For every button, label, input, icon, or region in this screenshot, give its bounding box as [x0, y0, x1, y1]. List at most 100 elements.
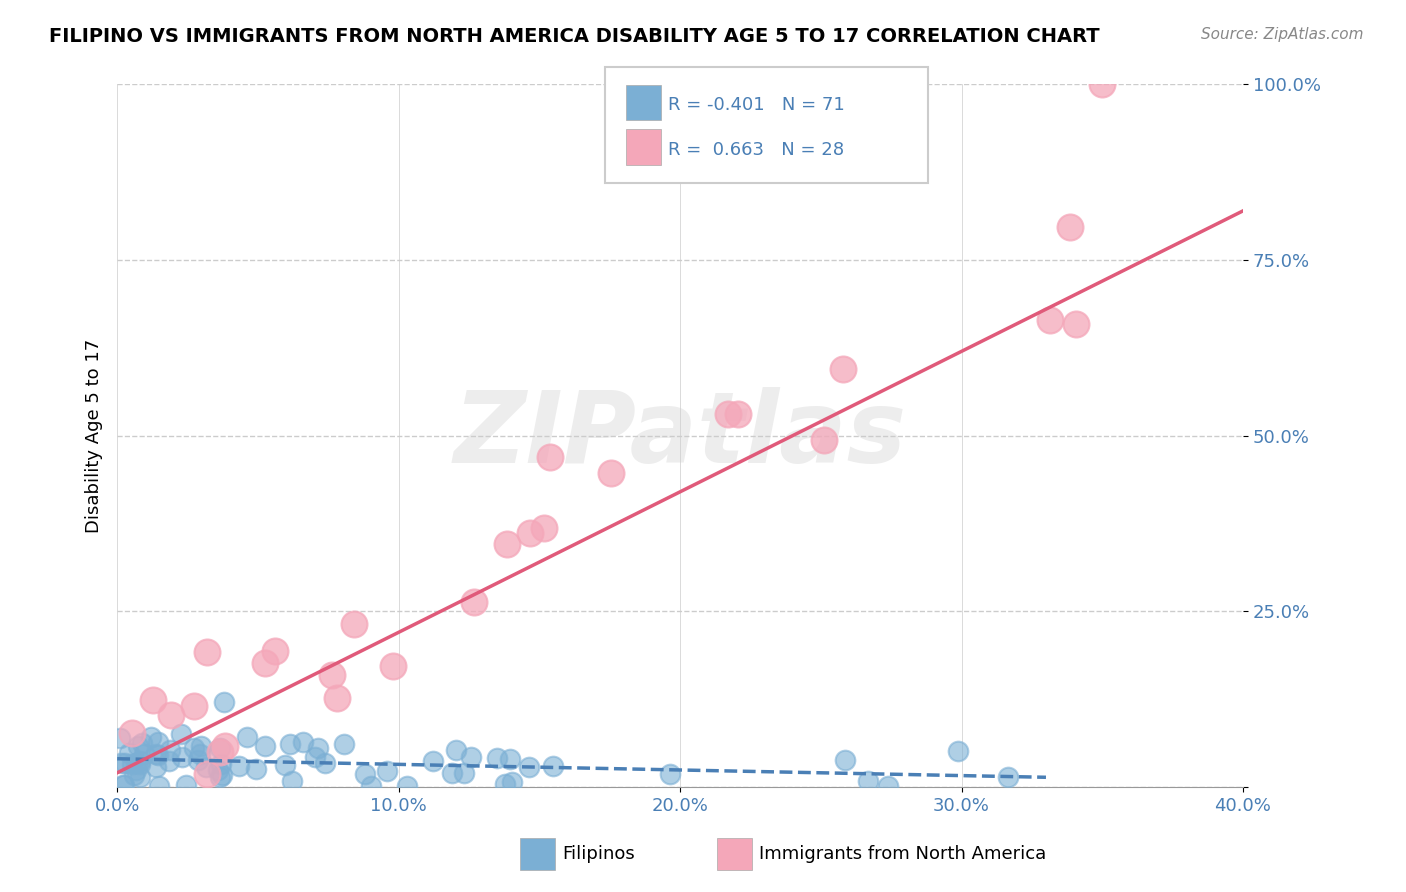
Text: R = -0.401   N = 71: R = -0.401 N = 71 [668, 96, 845, 114]
Point [253, 657, 276, 671]
Point [170, 727, 193, 741]
Point [948, 744, 970, 758]
Point [307, 741, 329, 756]
Point [188, 747, 211, 762]
Point [332, 737, 354, 751]
Point [463, 595, 485, 609]
Point [209, 756, 232, 771]
Point [292, 735, 315, 749]
Point [717, 407, 740, 421]
Point [856, 774, 879, 789]
Text: Filipinos: Filipinos [562, 845, 636, 863]
Point [131, 736, 153, 750]
Point [129, 757, 152, 772]
Point [533, 521, 555, 535]
Point [128, 771, 150, 785]
Point [209, 745, 232, 759]
Point [274, 758, 297, 772]
Point [132, 747, 155, 761]
Point [125, 763, 148, 777]
Point [832, 362, 855, 376]
Point [354, 766, 377, 780]
Point [146, 747, 169, 762]
Point [659, 767, 682, 781]
Point [440, 766, 463, 780]
Point [211, 768, 233, 782]
Point [325, 690, 347, 705]
Point [187, 753, 209, 767]
Point [453, 766, 475, 780]
Point [321, 668, 343, 682]
Point [212, 695, 235, 709]
Text: R =  0.663   N = 28: R = 0.663 N = 28 [668, 141, 844, 159]
Point [127, 739, 149, 753]
Point [264, 644, 287, 658]
Point [214, 739, 236, 754]
Point [422, 754, 444, 768]
Point [813, 433, 835, 447]
Point [1064, 317, 1087, 331]
Point [172, 750, 194, 764]
Point [208, 740, 231, 755]
Point [159, 742, 181, 756]
Point [195, 645, 218, 659]
Point [129, 754, 152, 768]
Point [519, 526, 541, 541]
Point [494, 777, 516, 791]
Point [501, 775, 523, 789]
Text: FILIPINO VS IMMIGRANTS FROM NORTH AMERICA DISABILITY AGE 5 TO 17 CORRELATION CHA: FILIPINO VS IMMIGRANTS FROM NORTH AMERIC… [49, 27, 1099, 45]
Point [118, 747, 141, 761]
Point [876, 779, 898, 793]
Point [377, 764, 399, 778]
Point [112, 778, 135, 792]
Point [599, 466, 621, 480]
Point [111, 778, 134, 792]
Point [139, 730, 162, 744]
Point [159, 708, 181, 723]
Text: ZIPatlas: ZIPatlas [454, 387, 907, 484]
Point [195, 760, 218, 774]
Point [236, 731, 259, 745]
Point [195, 767, 218, 781]
Point [114, 756, 136, 770]
Text: Immigrants from North America: Immigrants from North America [759, 845, 1046, 863]
Point [543, 758, 565, 772]
Point [183, 741, 205, 756]
Point [110, 756, 132, 771]
Point [121, 757, 143, 772]
Point [360, 779, 382, 793]
Point [183, 698, 205, 713]
Point [304, 749, 326, 764]
Point [834, 753, 856, 767]
Point [148, 779, 170, 793]
Point [281, 774, 304, 789]
Point [228, 759, 250, 773]
Point [499, 751, 522, 765]
Point [382, 659, 405, 673]
Point [517, 760, 540, 774]
Point [538, 450, 561, 465]
Point [108, 731, 131, 745]
Point [1091, 78, 1114, 92]
Point [727, 407, 749, 421]
Point [278, 737, 301, 751]
Point [190, 739, 212, 754]
Point [444, 743, 467, 757]
Point [157, 754, 180, 768]
Text: Source: ZipAtlas.com: Source: ZipAtlas.com [1201, 27, 1364, 42]
Point [314, 756, 336, 771]
Point [174, 778, 197, 792]
Point [997, 770, 1019, 784]
Point [1059, 220, 1081, 235]
Point [142, 692, 165, 706]
Point [208, 770, 231, 784]
Point [485, 750, 508, 764]
Point [121, 726, 143, 740]
Point [146, 735, 169, 749]
Point [254, 739, 277, 753]
Y-axis label: Disability Age 5 to 17: Disability Age 5 to 17 [86, 338, 103, 533]
Point [460, 750, 482, 764]
Point [496, 537, 519, 551]
Point [145, 747, 167, 761]
Point [342, 617, 364, 632]
